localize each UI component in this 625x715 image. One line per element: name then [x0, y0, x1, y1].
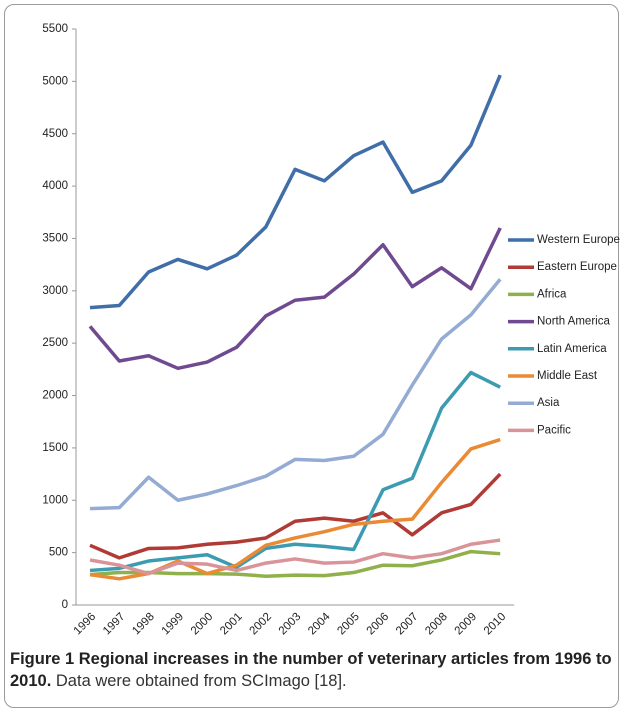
series-line — [89, 472, 502, 560]
x-tick-label: 2009 — [453, 611, 480, 638]
series-line — [89, 370, 501, 573]
y-tick-label: 4500 — [42, 128, 68, 140]
series-line — [89, 278, 502, 511]
y-tick-label: 5000 — [42, 75, 68, 87]
chart: 0 500 1000 1500 2000 2500 3000 3500 4000 4500 5000… — [42, 23, 620, 638]
legend-label: Africa — [537, 288, 567, 300]
legend-label: North America — [537, 316, 610, 328]
x-tick-label: 2005 — [335, 611, 362, 638]
x-tick-label: 2006 — [365, 611, 392, 638]
x-tick-label: 2002 — [247, 611, 274, 638]
figure-frame — [4, 4, 619, 708]
y-tick-label: 1500 — [42, 442, 68, 454]
legend-label: Western Europe — [537, 234, 620, 246]
y-tick-label: 0 — [62, 599, 68, 611]
y-tick-label: 2500 — [42, 337, 68, 349]
x-tick-label: 2010 — [482, 611, 509, 638]
x-tick-label: 2004 — [306, 610, 333, 637]
x-tick-label: 2001 — [218, 611, 245, 638]
x-tick-label: 2000 — [189, 611, 216, 638]
x-tick-label: 1998 — [130, 611, 157, 638]
series-line — [88, 227, 502, 371]
legend-label: Middle East — [537, 370, 598, 382]
caption: Figure 1 Regional increases in the numbe… — [10, 648, 618, 692]
series-line — [89, 74, 502, 310]
y-tick-label: 3000 — [42, 285, 68, 297]
y-tick-label: 500 — [49, 547, 68, 559]
x-tick-label: 2003 — [277, 611, 304, 638]
x-tick-label: 2007 — [394, 611, 421, 638]
y-tick-label: 3500 — [42, 232, 68, 244]
y-tick-label: 2000 — [42, 390, 68, 402]
legend-label: Eastern Europe — [537, 261, 617, 273]
y-tick-label: 4000 — [42, 180, 68, 192]
x-tick-label: 2008 — [423, 611, 450, 638]
x-tick-label: 1996 — [72, 611, 99, 638]
x-tick-label: 1997 — [101, 611, 128, 638]
x-tick-label: 1999 — [160, 611, 187, 638]
y-tick-label: 5500 — [42, 23, 68, 35]
y-tick-label: 1000 — [42, 494, 68, 506]
series-line — [89, 549, 501, 578]
legend-label: Asia — [537, 397, 560, 409]
series-line — [89, 538, 501, 576]
legend-label: Latin America — [537, 343, 607, 355]
legend-label: Pacific — [537, 424, 571, 436]
caption-note: Data were obtained from SCImago [18]. — [55, 672, 347, 690]
caption-title: Figure 1 Regional increases in the numbe… — [10, 650, 612, 690]
